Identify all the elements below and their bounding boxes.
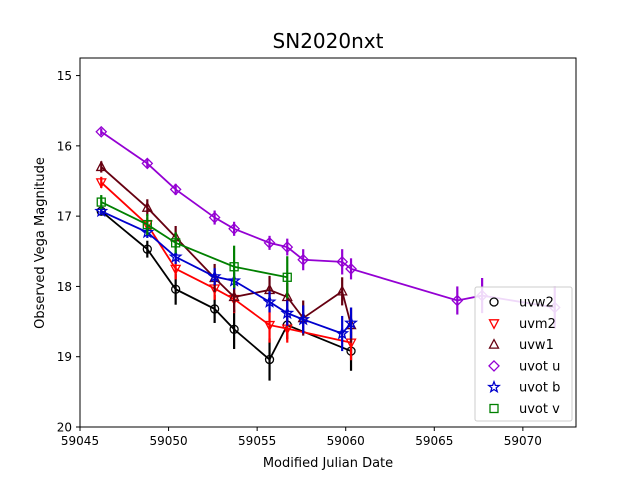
x-tick-label: 59070 (504, 434, 542, 448)
x-tick-label: 59065 (415, 434, 453, 448)
y-axis-label: Observed Vega Magnitude (33, 157, 48, 329)
data-point (344, 315, 359, 329)
series-line (100, 210, 352, 335)
data-point (262, 294, 277, 308)
data-point (95, 160, 107, 172)
legend-marker (489, 403, 499, 414)
data-point (297, 253, 310, 266)
data-point (170, 264, 182, 276)
data-point (281, 290, 293, 302)
data-point (96, 197, 106, 207)
data-point (207, 269, 222, 283)
legend-label: uvm2 (519, 317, 556, 332)
data-point (142, 244, 152, 254)
data-point (335, 326, 350, 340)
data-point (336, 255, 349, 268)
data-point (345, 262, 357, 275)
data-point (280, 305, 295, 320)
data-point (229, 262, 239, 272)
data-point (141, 157, 154, 170)
x-tick-label: 59060 (327, 434, 365, 448)
data-point (282, 272, 292, 282)
chart-title: SN2020nxt (273, 29, 384, 53)
y-tick-label: 18 (57, 280, 72, 294)
data-point (336, 284, 348, 296)
y-tick-label: 15 (57, 69, 72, 83)
data-point (95, 178, 107, 189)
data-point (208, 211, 221, 224)
series-line (100, 210, 352, 361)
data-point (209, 304, 220, 314)
legend-label: uvot u (519, 359, 560, 374)
data-point (168, 249, 183, 263)
data-point (229, 324, 239, 334)
x-axis: 59045 59050 59055 59060 59065 59070 (61, 427, 542, 448)
legend-marker (488, 359, 500, 372)
data-point (142, 219, 152, 230)
data-point (451, 294, 464, 307)
data-point (281, 241, 294, 253)
data-point (263, 320, 276, 332)
x-tick-label: 59045 (61, 434, 99, 448)
series-line (100, 166, 352, 326)
y-tick-label: 20 (57, 421, 72, 435)
legend-marker (486, 379, 502, 394)
data-point (169, 183, 182, 196)
series-line (100, 131, 555, 309)
x-axis-label: Modified Julian Date (263, 456, 393, 471)
data-point (296, 312, 311, 326)
series-uvot-v (96, 195, 292, 299)
legend-label: uvw2 (519, 296, 554, 311)
data-point (171, 284, 181, 294)
data-point (171, 238, 181, 248)
data-point (228, 222, 241, 235)
legend-marker (489, 297, 499, 307)
data-point (141, 201, 153, 212)
data-point (264, 354, 275, 365)
series-line (100, 201, 288, 279)
legend-box (474, 286, 573, 422)
legend-label: uvot v (519, 402, 560, 417)
x-tick-label: 59055 (238, 434, 276, 448)
y-tick-label: 17 (57, 210, 72, 224)
legend-label: uvw1 (519, 338, 554, 353)
data-point (95, 125, 108, 138)
data-point (263, 236, 276, 249)
legend: uvw2 uvm2 uvw1 uvot u uvot b uvot v (474, 286, 573, 422)
data-point (228, 290, 240, 302)
y-tick-label: 19 (57, 350, 72, 364)
plot-area (79, 57, 577, 428)
legend-marker (488, 338, 500, 349)
legend-label: uvot b (519, 381, 560, 396)
y-axis: 15 16 17 18 19 20 (57, 69, 80, 435)
y-tick-label: 16 (57, 139, 72, 153)
legend-marker (488, 319, 500, 330)
x-tick-label: 59050 (149, 434, 187, 448)
plot-frame (79, 57, 577, 428)
data-point (94, 203, 109, 218)
